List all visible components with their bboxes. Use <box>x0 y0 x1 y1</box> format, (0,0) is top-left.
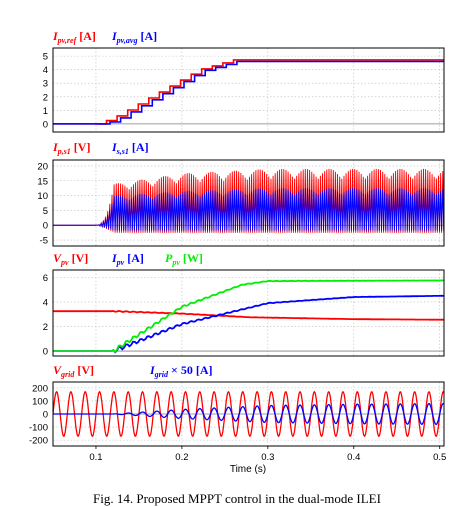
panel-2-frame <box>52 159 445 247</box>
panel-1-data <box>53 59 444 125</box>
y-tick-label: 15 <box>37 176 48 187</box>
panel-4-data <box>53 390 444 438</box>
panel-3-frame <box>52 269 445 357</box>
legend-unit: [W] <box>180 251 203 265</box>
y-tick-label: 0 <box>43 119 48 130</box>
y-tick-label: 2 <box>43 92 48 103</box>
legend-subscript: p,s1 <box>57 147 71 156</box>
legend-symbol: V <box>53 251 62 265</box>
legend-unit: [A] <box>129 140 149 154</box>
panel-4-frame <box>52 381 445 447</box>
series-line-1 <box>53 59 444 125</box>
legend-symbol: I <box>111 251 118 265</box>
y-tick-label: 4 <box>43 297 48 308</box>
series-line-2 <box>53 294 444 354</box>
series-line-1 <box>53 309 444 321</box>
legend-unit: [V] <box>74 363 94 377</box>
y-tick-label: 100 <box>32 396 48 407</box>
y-tick-label: 0 <box>43 347 48 358</box>
legend-subscript: pv <box>116 258 125 267</box>
x-tick-label: 0.3 <box>261 452 274 463</box>
legend-symbol: I <box>111 29 118 43</box>
legend-unit: [V] <box>69 251 89 265</box>
series-line-2 <box>53 402 444 426</box>
y-tick-label: 1 <box>43 106 48 117</box>
y-tick-label: -200 <box>29 436 48 447</box>
legend-subscript: pv,avg <box>116 36 138 45</box>
series-line-3 <box>53 279 444 354</box>
legend-symbol: I <box>52 29 59 43</box>
panel-2: Ip,s1 [V] Is,s1 [A] -5 0 5 10 15 20 <box>37 140 445 247</box>
series-line-1 <box>53 390 444 438</box>
x-tick-label: 0.5 <box>433 452 446 463</box>
legend-subscript: grid <box>60 370 75 379</box>
legend-unit: [V] <box>71 140 91 154</box>
panel-1: Ipv,ref [A] Ipv,avg [A] 0 1 2 3 4 5 <box>43 29 445 133</box>
legend-subscript: pv <box>171 258 180 267</box>
panel-3-data <box>53 279 444 354</box>
legend-unit: [A] <box>137 29 157 43</box>
legend-unit: [A] <box>124 251 144 265</box>
legend-symbol: I <box>149 363 156 377</box>
panel-3-legend: Vpv [V] Ipv [A] Ppv [W] <box>53 251 203 267</box>
x-axis-title: Time (s) <box>230 464 266 475</box>
x-tick-label: 0.2 <box>175 452 188 463</box>
legend-symbol: V <box>53 363 62 377</box>
y-tick-label: 5 <box>43 52 48 63</box>
x-tick-label: 0.4 <box>347 452 360 463</box>
y-tick-label: 3 <box>43 79 48 90</box>
series-line-2 <box>53 188 444 231</box>
y-tick-label: 2 <box>43 322 48 333</box>
x-tick-label: 0.1 <box>89 452 102 463</box>
panel-4: Vgrid [V] Igrid × 50 [A] -200 -100 0 100 200 <box>29 363 445 447</box>
legend-subscript: s,s1 <box>116 147 129 156</box>
y-tick-label: 0 <box>43 221 48 232</box>
legend-subscript: pv,ref <box>57 36 78 45</box>
panel-1-frame <box>52 47 445 133</box>
y-tick-label: 0 <box>43 410 48 421</box>
legend-unit: × 50 [A] <box>168 363 213 377</box>
panel-4-legend: Vgrid [V] Igrid × 50 [A] <box>53 363 213 379</box>
panel-2-data <box>53 168 444 233</box>
y-tick-label: 5 <box>43 206 48 217</box>
legend-symbol: I <box>111 140 118 154</box>
y-tick-label: -100 <box>29 423 48 434</box>
panel-1-legend: Ipv,ref [A] Ipv,avg [A] <box>52 29 157 45</box>
y-tick-label: 4 <box>43 65 48 76</box>
x-axis: 0.1 0.2 0.3 0.4 0.5 <box>89 446 446 463</box>
y-tick-label: 20 <box>37 161 48 172</box>
y-tick-label: 200 <box>32 383 48 394</box>
y-tick-label: 10 <box>37 191 48 202</box>
legend-subscript: grid <box>154 370 169 379</box>
y-tick-label: -5 <box>40 236 48 247</box>
legend-symbol: P <box>165 251 173 265</box>
legend-symbol: I <box>52 140 59 154</box>
figure-caption: Fig. 14. Proposed MPPT control in the du… <box>93 491 381 506</box>
panel-2-legend: Ip,s1 [V] Is,s1 [A] <box>52 140 149 156</box>
legend-unit: [A] <box>76 29 96 43</box>
series-line-2 <box>53 60 444 125</box>
panel-3: Vpv [V] Ipv [A] Ppv [W] 0 2 4 6 <box>43 251 445 358</box>
legend-subscript: pv <box>60 258 69 267</box>
y-tick-label: 6 <box>43 273 48 284</box>
